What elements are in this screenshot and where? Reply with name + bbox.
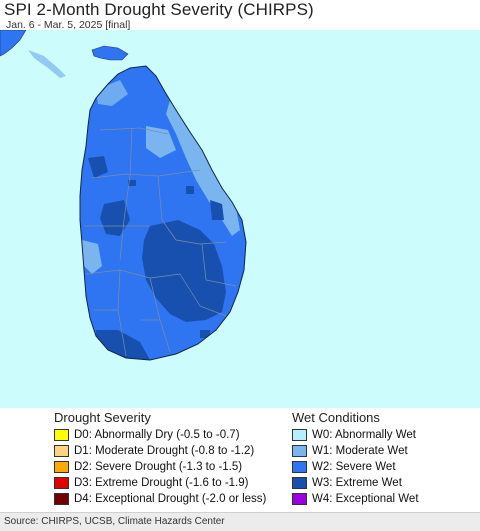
district-boundaries [84,127,237,357]
india-coast [0,30,27,57]
legend-item-d2: D2: Severe Drought (-1.3 to -1.5) [54,459,266,475]
legend-item-label: D1: Moderate Drought (-0.8 to -1.2) [74,445,255,457]
legend-item-label: W1: Moderate Wet [312,445,408,457]
w0-swatch [292,429,307,441]
legend-item-label: W2: Severe Wet [312,461,396,473]
w3-swatch [292,477,307,489]
source-text: Source: CHIRPS, UCSB, Climate Hazards Ce… [4,516,225,527]
w3-pixel [128,180,136,186]
island-outline [79,65,247,361]
d4-swatch [54,493,69,505]
d3-swatch [54,477,69,489]
sri-lanka-map [0,30,247,361]
legend-item-w1: W1: Moderate Wet [292,443,419,459]
source-footer: Source: CHIRPS, UCSB, Climate Hazards Ce… [0,512,480,531]
w1-swatch [292,445,307,457]
wet-legend-title: Wet Conditions [292,410,380,425]
legend-item-label: W3: Extreme Wet [312,477,402,489]
legend-item-label: W0: Abnormally Wet [312,429,416,441]
legend-item-w0: W0: Abnormally Wet [292,427,419,443]
map-title: SPI 2-Month Drought Severity (CHIRPS) [4,0,314,19]
w1-east-zone [166,100,240,236]
w1-north-zone [96,80,128,106]
map-subtitle: Jan. 6 - Mar. 5, 2025 [final] [6,19,131,31]
legend-item-w3: W3: Extreme Wet [292,475,419,491]
legend-item-d3: D3: Extreme Drought (-1.6 to -1.9) [54,475,266,491]
w3-west-zone [100,200,130,236]
legend-item-d4: D4: Exceptional Drought (-2.0 or less) [54,491,266,507]
w3-pixel [186,186,194,194]
legend-item-w4: W4: Exceptional Wet [292,491,419,507]
drought-legend-title: Drought Severity [54,410,151,425]
w3-northwest-zone [88,156,108,178]
legend-item-label: D2: Severe Drought (-1.3 to -1.5) [74,461,243,473]
w1-northeast-zone [146,126,176,158]
mannar-shoal [28,50,66,78]
w2-swatch [292,461,307,473]
drought-legend: Drought Severity D0: Abnormally Dry (-0.… [54,408,266,507]
w3-pixel [200,330,210,338]
jaffna-peninsula [91,45,129,61]
legend-item-label: D0: Abnormally Dry (-0.5 to -0.7) [74,429,240,441]
w4-swatch [292,493,307,505]
legend: Drought Severity D0: Abnormally Dry (-0.… [0,408,480,512]
legend-item-d0: D0: Abnormally Dry (-0.5 to -0.7) [54,427,266,443]
wet-legend: Wet Conditions W0: Abnormally Wet W1: Mo… [292,408,419,507]
legend-item-w2: W2: Severe Wet [292,459,419,475]
legend-item-d1: D1: Moderate Drought (-0.8 to -1.2) [54,443,266,459]
w1-west-zone [82,240,102,274]
map-canvas [0,30,480,408]
d0-swatch [54,429,69,441]
d2-swatch [54,461,69,473]
legend-item-label: D4: Exceptional Drought (-2.0 or less) [74,493,267,505]
legend-item-label: D3: Extreme Drought (-1.6 to -1.9) [74,477,249,489]
w3-east-zone [210,200,224,220]
d1-swatch [54,445,69,457]
legend-item-label: W4: Exceptional Wet [312,493,419,505]
w3-central-zone [142,220,226,322]
